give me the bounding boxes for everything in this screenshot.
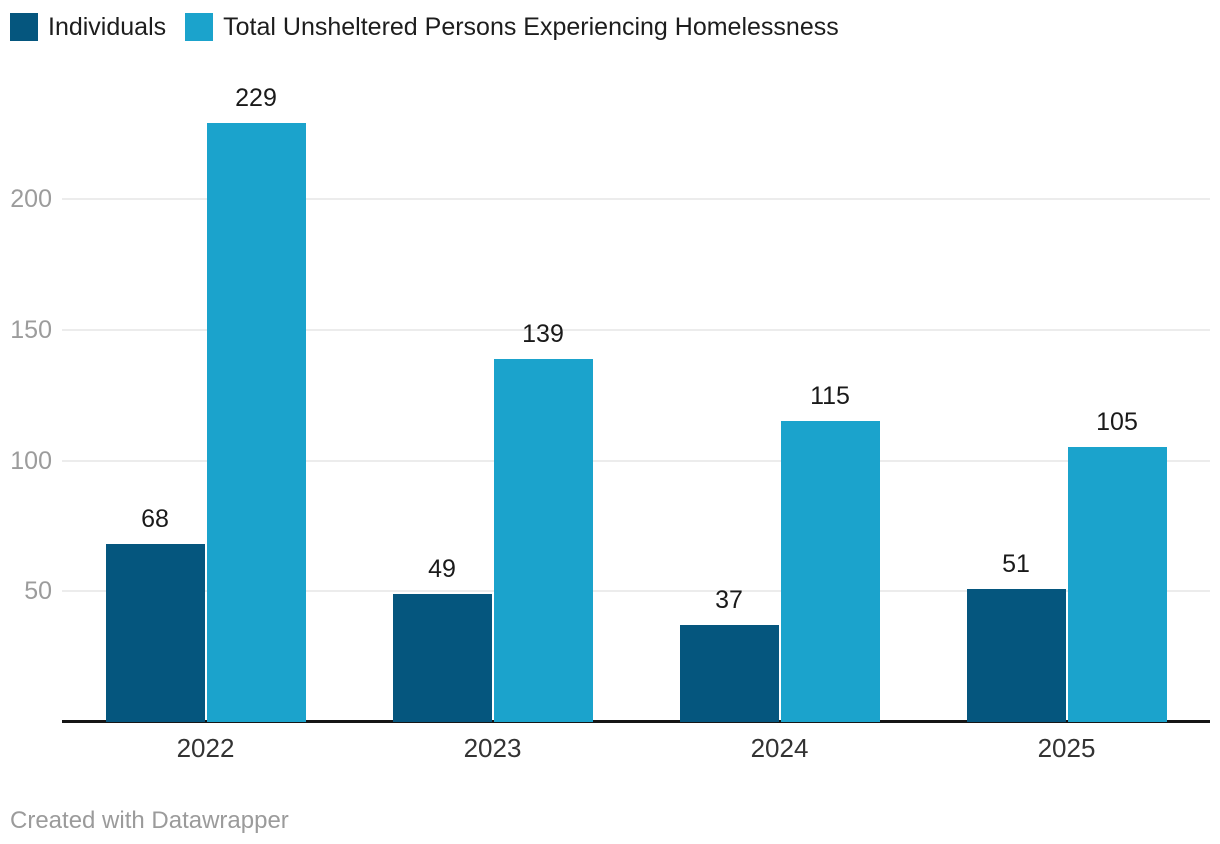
x-axis-label-2025: 2025 (1037, 733, 1096, 763)
bar-2024-individuals[interactable] (679, 625, 779, 722)
y-tick-label-100: 100 (10, 446, 52, 475)
bar-2025-individuals[interactable] (966, 588, 1066, 722)
bar-value-label-2024-individuals: 37 (715, 586, 743, 615)
bar-2025-total-unsheltered[interactable] (1067, 447, 1167, 722)
legend: Individuals Total Unsheltered Persons Ex… (10, 12, 839, 42)
bar-2022-individuals[interactable] (105, 544, 205, 722)
bar-2023-individuals[interactable] (392, 593, 492, 722)
legend-label-total-unsheltered: Total Unsheltered Persons Experiencing H… (223, 13, 839, 41)
datawrapper-credit-link[interactable]: Created with Datawrapper (10, 807, 289, 834)
bar-value-label-2025-total-unsheltered: 105 (1096, 408, 1138, 437)
legend-swatch-individuals (10, 13, 38, 41)
y-tick-label-200: 200 (10, 185, 52, 213)
x-axis-line (62, 720, 1210, 723)
legend-label-individuals: Individuals (48, 13, 167, 41)
bar-value-label-2022-individuals: 68 (141, 505, 169, 534)
y-tick-label-50: 50 (24, 577, 52, 606)
bar-value-label-2024-total-unsheltered: 115 (810, 382, 850, 411)
x-axis-label-2024: 2024 (750, 733, 809, 763)
gridline-150 (62, 328, 1210, 331)
bar-2023-total-unsheltered[interactable] (493, 358, 593, 722)
bar-2024-total-unsheltered[interactable] (780, 421, 880, 722)
gridline-200 (62, 198, 1210, 200)
bar-value-label-2022-total-unsheltered: 229 (235, 84, 277, 113)
gridline-50 (62, 590, 1210, 593)
x-axis-label-2022: 2022 (176, 733, 235, 763)
legend-swatch-total-unsheltered (185, 13, 214, 41)
bar-value-label-2023-individuals: 49 (428, 554, 456, 583)
bar-value-label-2025-individuals: 51 (1002, 549, 1030, 578)
y-tick-label-150: 150 (10, 315, 52, 344)
bar-2022-total-unsheltered[interactable] (206, 123, 306, 722)
x-axis-label-2023: 2023 (463, 733, 522, 763)
bar-value-label-2023-total-unsheltered: 139 (522, 319, 564, 348)
legend-item-individuals: Individuals (10, 12, 166, 42)
gridline-100 (62, 459, 1210, 462)
legend-item-total-unsheltered: Total Unsheltered Persons Experiencing H… (185, 12, 839, 42)
